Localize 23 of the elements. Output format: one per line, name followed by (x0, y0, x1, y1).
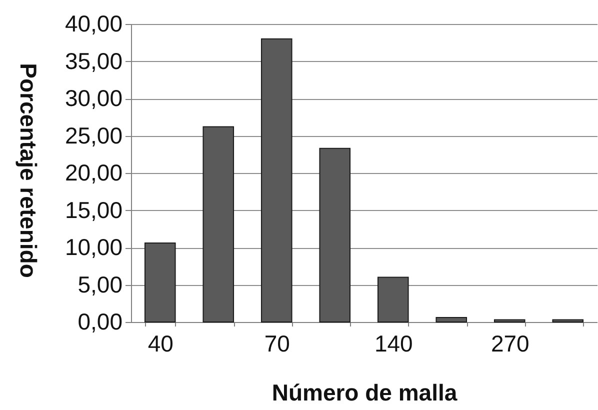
bar (436, 317, 468, 322)
bar (552, 319, 584, 322)
y-tick-label: 20,00 (64, 160, 122, 186)
x-axis-title: Número de malla (272, 380, 458, 406)
x-tick-label: 40 (148, 330, 174, 356)
x-tick-label: 140 (374, 330, 413, 356)
y-tick-label: 30,00 (64, 85, 122, 111)
x-tick-label: 270 (490, 330, 530, 356)
bar (377, 276, 409, 322)
y-tick-label: 10,00 (64, 234, 122, 260)
bar (260, 38, 292, 322)
y-tick-label: 5,00 (78, 271, 122, 298)
y-tick-label: 35,00 (64, 48, 122, 74)
y-tick-label: 40,00 (64, 10, 122, 36)
bar (319, 148, 351, 322)
bar (144, 242, 176, 322)
bar (202, 126, 234, 322)
y-tick-label: 25,00 (64, 122, 122, 148)
y-tick-label: 15,00 (64, 196, 122, 223)
bar (494, 319, 526, 322)
x-tick-label: 70 (264, 330, 290, 356)
y-tick-label: 0,00 (78, 308, 122, 334)
y-axis-title: Porcentaje retenido (16, 63, 42, 278)
